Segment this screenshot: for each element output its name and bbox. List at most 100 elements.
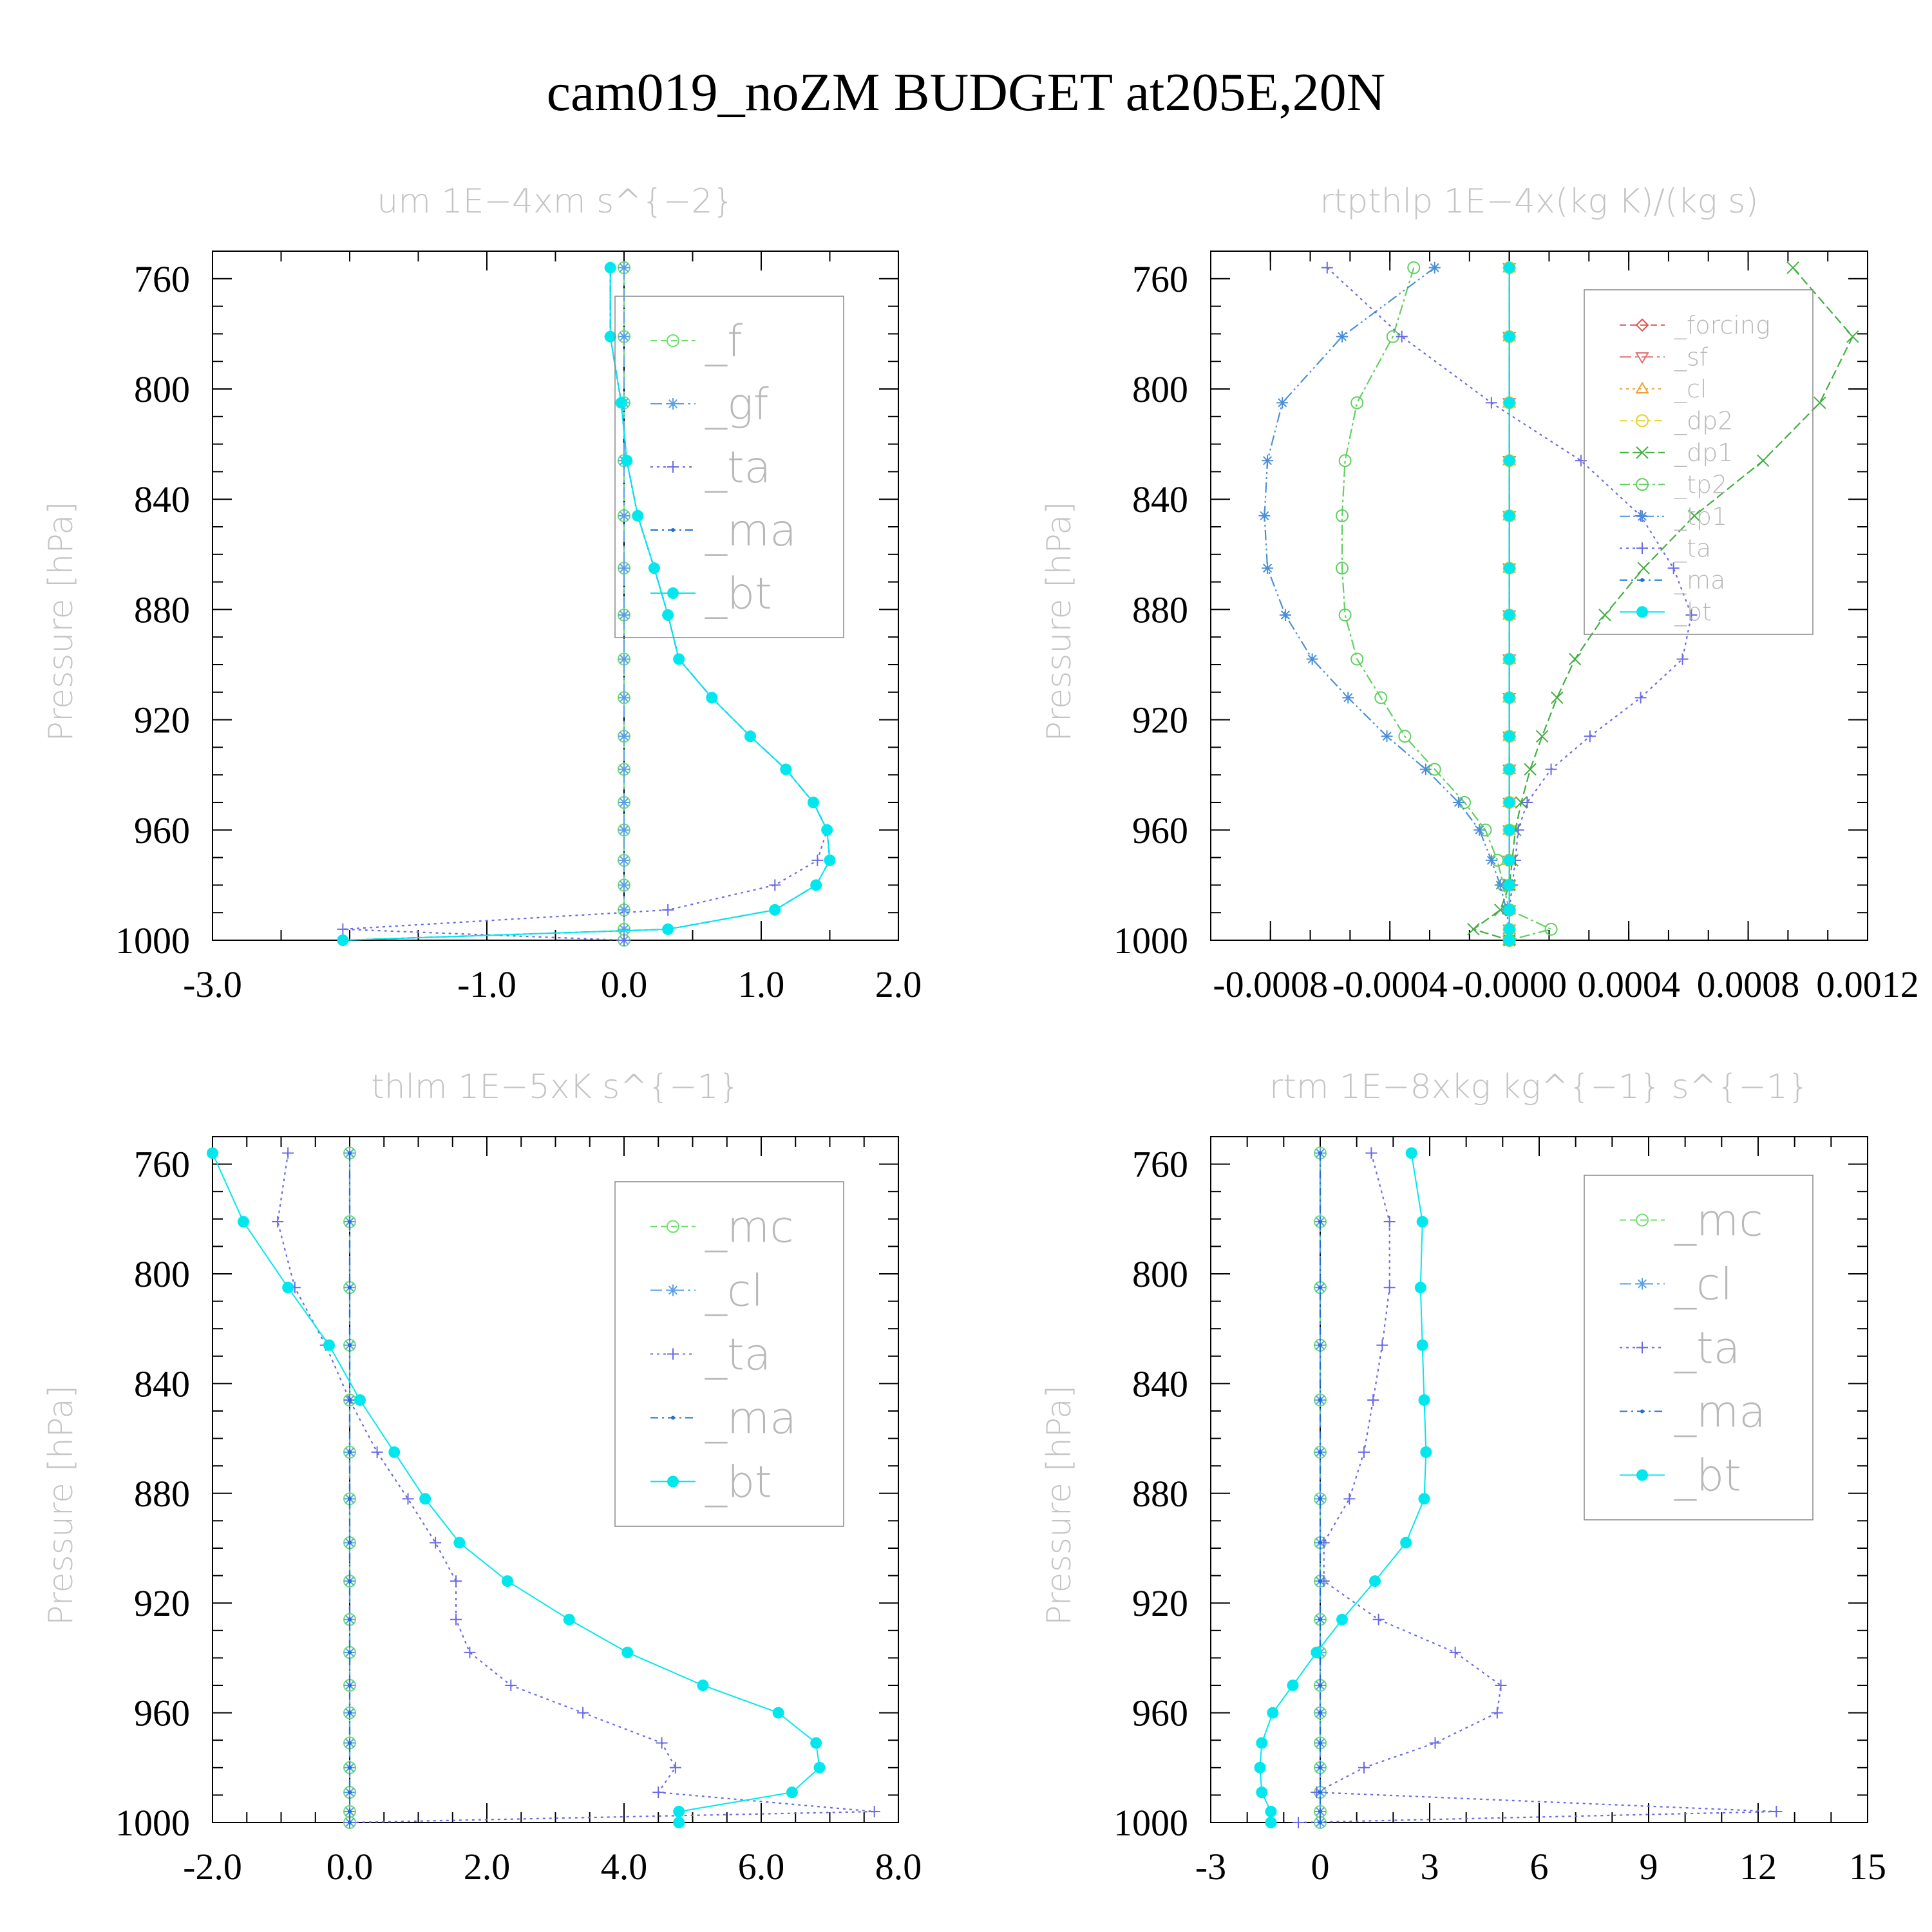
rtm-ta-point-plus-marker [1449, 1646, 1461, 1658]
rtm-ma-point-dot-marker [1318, 1220, 1322, 1224]
rtpthlp-tp1-point-star-marker [1262, 455, 1274, 467]
thlm-ta-point-plus-marker [282, 1147, 294, 1159]
um-x-tick-label: 2.0 [875, 963, 922, 1005]
um-x-tick-label: 0.0 [601, 963, 648, 1005]
rtpthlp-bt-point-dot-marker [1503, 797, 1515, 808]
rtm-ta-point-plus-marker [1491, 1707, 1503, 1719]
rtpthlp-tp2-point-circle-marker [1350, 396, 1364, 410]
rtm-y-tick-label: 800 [1132, 1253, 1188, 1295]
rtm-bt-point-dot-marker [1265, 1805, 1277, 1817]
thlm-bt-point-dot-marker [673, 1817, 685, 1828]
um-y-tick-label: 920 [134, 699, 190, 741]
um-gf-point-star-marker [618, 923, 630, 935]
rtm-bt-point-dot-marker [1418, 1394, 1430, 1406]
thlm-ta-point-plus-marker [371, 1446, 383, 1458]
um-bt-point-dot-marker [744, 730, 756, 743]
rtm-line-bt [1259, 1153, 1427, 1823]
um-x-tick-label: -3.0 [183, 963, 242, 1005]
rtpthlp-dp1-point-cross-marker [1688, 509, 1701, 522]
rtm-ta-point-plus-marker [1372, 1613, 1385, 1625]
thlm-ta-point-plus-marker [272, 1216, 284, 1228]
rtpthlp-ta-point-plus-marker [1485, 397, 1497, 409]
rtpthlp-bt-point-dot-marker [1503, 455, 1515, 467]
thlm-ta-point-plus-marker [430, 1537, 442, 1549]
thlm-ta-point-plus-marker [464, 1646, 476, 1658]
panel-thlm: 760 800 840 880 920 960 1000-2.0 0.0 2.0 4.0 6.0 8.… [42, 1068, 922, 1888]
rtm-y-tick-label: 840 [1132, 1363, 1188, 1405]
thlm-panel-title: thlm 1E−5xK s^{−1} [371, 1068, 739, 1106]
thlm-ma-point-dot-marker [348, 1821, 352, 1824]
um-bt-point-dot-marker [615, 397, 627, 409]
rtpthlp-bt-point-dot-marker [1503, 824, 1515, 836]
rtpthlp-tp1-point-star-marker [1452, 797, 1464, 808]
rtm-ta-point-plus-marker [1293, 1817, 1304, 1828]
thlm-y-tick-label: 760 [134, 1144, 190, 1186]
rtpthlp-dp1-point-cross-marker [1846, 330, 1859, 343]
um-legend-label: _bt [705, 569, 772, 620]
rtpthlp-bt-point-dot-marker [1503, 692, 1515, 704]
rtpthlp-legend-diamond-marker [1635, 318, 1649, 332]
thlm-legend-dot-marker [667, 1475, 679, 1488]
thlm-bt-point-dot-marker [772, 1707, 784, 1719]
rtpthlp-legend-dot-marker [1636, 606, 1648, 618]
thlm-legend: _mc _cl _ta _ma _bt [614, 1181, 844, 1527]
rtpthlp-tp1-point-star-marker [1279, 609, 1291, 621]
thlm-ta-point-plus-marker [450, 1575, 462, 1587]
rtm-legend-label: _ma [1674, 1387, 1766, 1437]
rtpthlp-panel-title: rtpthlp 1E−4x(kg K)/(kg s) [1320, 182, 1758, 221]
rtm-ta-point-plus-marker [1376, 1339, 1388, 1351]
rtpthlp-bt-point-dot-marker [1503, 261, 1515, 274]
rtpthlp-legend-label: _cl [1674, 375, 1707, 404]
rtm-y-tick-label: 960 [1132, 1692, 1188, 1734]
um-gf-point-star-marker [618, 879, 630, 891]
thlm-bt-point-dot-marker [621, 1646, 634, 1658]
rtpthlp-legend-star-marker [1636, 510, 1648, 522]
rtpthlp-bt-point-dot-marker [1503, 609, 1515, 621]
thlm-bt-point-dot-marker [237, 1216, 249, 1228]
rtpthlp-dp1-point-cross-marker [1515, 796, 1528, 809]
thlm-legend-label: _ma [705, 1393, 797, 1444]
rtpthlp-bt-point-dot-marker [1503, 934, 1515, 946]
thlm-bt-point-dot-marker [813, 1761, 826, 1774]
thlm-series-bt [207, 1147, 826, 1828]
thlm-ma-point-dot-marker [348, 1710, 352, 1715]
rtm-bt-point-dot-marker [1336, 1613, 1348, 1625]
rtm-ta-point-plus-marker [1358, 1446, 1370, 1458]
um-legend-box [614, 296, 844, 638]
rtm-ta-point-plus-marker [1383, 1282, 1396, 1294]
thlm-legend-label: _mc [705, 1202, 794, 1253]
thlm-plot-frame [212, 1136, 899, 1823]
thlm-bt-point-dot-marker [563, 1613, 575, 1625]
rtpthlp-bt-point-dot-marker [1503, 397, 1515, 409]
thlm-ma-point-dot-marker [348, 1220, 352, 1224]
rtpthlp-tp2-point-circle-marker [1336, 509, 1349, 522]
rtpthlp-legend-label: _sf [1674, 343, 1709, 372]
rtpthlp-x-tick-label: -0.0000 [1452, 963, 1567, 1005]
um-gf-point-star-marker [618, 509, 630, 522]
thlm-ma-point-dot-marker [348, 1809, 352, 1814]
rtm-legend-label: _bt [1674, 1450, 1741, 1501]
rtm-ma-point-dot-marker [1318, 1790, 1322, 1795]
um-ta-point-plus-marker [337, 923, 349, 935]
thlm-series-ma [348, 1151, 352, 1824]
rtpthlp-bt-point-dot-marker [1503, 854, 1515, 866]
rtpthlp-tp2-point-circle-marker [1374, 691, 1388, 705]
rtm-legend-label: _ta [1674, 1323, 1740, 1374]
thlm-ma-point-dot-marker [348, 1765, 352, 1770]
rtpthlp-line-tp1 [1264, 267, 1510, 940]
rtm-series-ta [1293, 1147, 1783, 1828]
rtpthlp-series-dp1 [1467, 261, 1859, 947]
thlm-y-tick-label: 920 [134, 1582, 190, 1624]
rtpthlp-bt-point-dot-marker [1503, 330, 1515, 343]
rtm-x-tick-label: 3 [1421, 1846, 1439, 1888]
thlm-y-tick-label: 880 [134, 1473, 190, 1515]
rtm-ta-point-plus-marker [1365, 1147, 1378, 1159]
um-gf-point-star-marker [618, 261, 630, 274]
rtpthlp-ta-point-plus-marker [1545, 763, 1557, 775]
um-x-tick-label: 1.0 [738, 963, 785, 1005]
panel-um: 760 800 840 880 920 960 1000-3.0 -1.0 0.0 1.0 2.0 u… [42, 182, 922, 1005]
um-gf-point-star-marker [618, 330, 630, 343]
rtm-ma-point-dot-marker [1318, 1285, 1322, 1290]
thlm-x-tick-label: 8.0 [875, 1846, 922, 1888]
rtm-ma-point-dot-marker [1318, 1809, 1322, 1814]
